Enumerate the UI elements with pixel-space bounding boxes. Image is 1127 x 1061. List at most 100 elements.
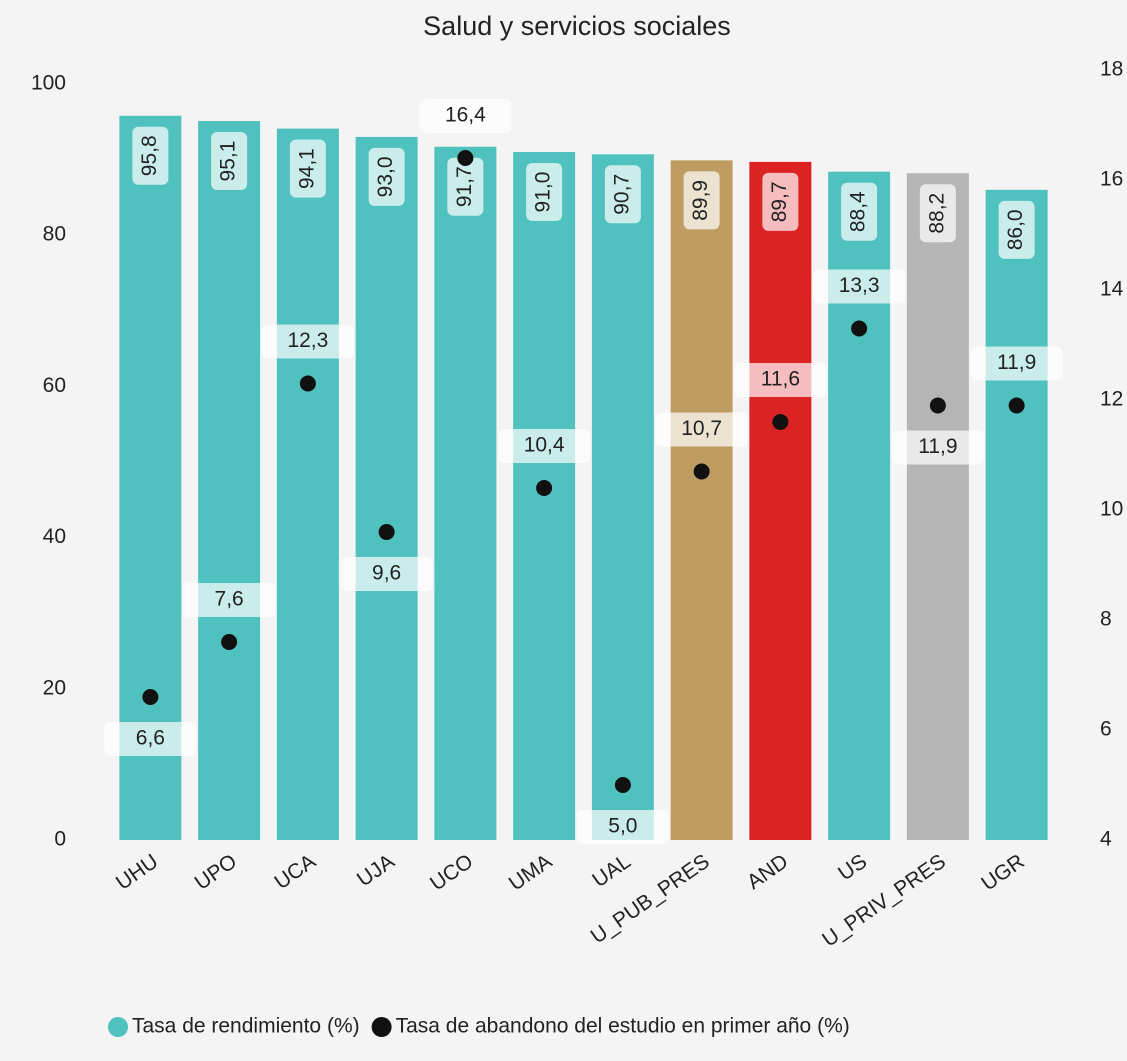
bar-value-label: 93,0 bbox=[374, 156, 397, 197]
dot-value-label: 16,4 bbox=[445, 104, 486, 127]
dot bbox=[772, 414, 789, 430]
legend-marker bbox=[108, 1017, 128, 1037]
x-tick: UAL bbox=[588, 850, 635, 892]
dot-label-box bbox=[340, 557, 433, 591]
bar bbox=[198, 121, 261, 840]
dot bbox=[536, 480, 553, 496]
dot bbox=[929, 397, 946, 414]
dot-value-label: 12,3 bbox=[287, 329, 328, 352]
bar-value-label: 90,7 bbox=[610, 174, 633, 215]
dot-value-label: 10,7 bbox=[681, 417, 722, 440]
bar-label-box bbox=[289, 139, 326, 198]
bar-value-label: 94,1 bbox=[295, 148, 318, 189]
x-tick: UJA bbox=[353, 850, 399, 892]
dot bbox=[614, 777, 631, 793]
bar bbox=[985, 189, 1048, 841]
legend-label: Tasa de rendimiento (%) bbox=[132, 1015, 360, 1038]
bar-label-box bbox=[683, 171, 720, 230]
bar-value-label: 95,8 bbox=[138, 135, 161, 176]
bar-label-box bbox=[604, 165, 641, 224]
x-tick: US bbox=[834, 850, 871, 886]
dot-value-label: 10,4 bbox=[524, 434, 565, 457]
bar-label-box bbox=[998, 200, 1035, 259]
bar-value-label: 91,7 bbox=[453, 166, 476, 207]
dot bbox=[851, 320, 868, 337]
y-tick-label: 0 bbox=[54, 828, 66, 851]
bar-label-box bbox=[841, 182, 878, 241]
y-tick-label: 80 bbox=[43, 223, 66, 246]
x-tick-label: UMA bbox=[505, 850, 556, 896]
legend-marker bbox=[371, 1017, 392, 1037]
bar-label-box bbox=[919, 184, 956, 243]
bar bbox=[276, 128, 339, 840]
x-tick: AND bbox=[743, 850, 793, 894]
legend-label: Tasa de abandono del estudio en primer a… bbox=[396, 1015, 850, 1038]
x-tick: UPO bbox=[191, 850, 241, 895]
dot-label-box bbox=[970, 346, 1063, 381]
dot bbox=[457, 150, 474, 166]
y-tick-label: 40 bbox=[43, 525, 66, 548]
x-tick-label: AND bbox=[743, 850, 793, 894]
bar bbox=[591, 154, 654, 841]
dot-label-box bbox=[261, 324, 354, 359]
y2-tick-label: 16 bbox=[1100, 168, 1123, 191]
bar-label-box bbox=[762, 172, 799, 231]
dot bbox=[378, 524, 395, 540]
bar-label-box bbox=[368, 147, 405, 206]
x-tick: UHU bbox=[112, 850, 162, 895]
x-tick: UCA bbox=[270, 850, 320, 894]
dot-label-box bbox=[891, 430, 984, 465]
dot-label-box bbox=[813, 269, 906, 304]
x-tick: UCO bbox=[426, 850, 477, 896]
x-tick-label: UPO bbox=[191, 850, 241, 895]
dot-label-box bbox=[576, 810, 669, 844]
bar bbox=[434, 146, 497, 841]
y2-tick-label: 10 bbox=[1100, 498, 1123, 521]
bar bbox=[355, 136, 418, 841]
bar-value-label: 88,4 bbox=[847, 191, 870, 232]
bar bbox=[906, 173, 969, 840]
bar-label-box bbox=[211, 132, 248, 191]
bar-value-label: 95,1 bbox=[217, 141, 240, 182]
x-tick-label: UAL bbox=[588, 850, 635, 892]
dot-label-box bbox=[498, 429, 591, 463]
x-tick-label: UCO bbox=[426, 850, 477, 896]
dot bbox=[221, 634, 238, 650]
y2-tick-label: 8 bbox=[1100, 608, 1112, 631]
y-tick-label: 60 bbox=[43, 374, 66, 397]
bar-value-label: 91,0 bbox=[532, 172, 555, 213]
y2-tick-label: 14 bbox=[1100, 278, 1124, 301]
legend: Tasa de rendimiento (%) Tasa de abandono … bbox=[108, 1015, 850, 1038]
y-tick-label: 100 bbox=[31, 72, 66, 95]
x-tick-label: UHU bbox=[112, 850, 162, 895]
y-tick-label: 20 bbox=[43, 676, 66, 699]
dot-value-label: 11,9 bbox=[918, 435, 957, 458]
bar-value-label: 88,2 bbox=[925, 193, 948, 234]
bar bbox=[513, 152, 576, 841]
dot-value-label: 6,6 bbox=[136, 727, 165, 750]
x-tick-label: UJA bbox=[353, 850, 399, 892]
dot-label-box bbox=[183, 583, 276, 617]
dot bbox=[1008, 397, 1025, 414]
bar-label-box bbox=[132, 126, 169, 185]
bar-value-label: 89,7 bbox=[768, 181, 791, 222]
bar-value-label: 86,0 bbox=[1004, 209, 1027, 250]
x-tick: UMA bbox=[505, 850, 556, 896]
dot-value-label: 11,9 bbox=[997, 351, 1036, 374]
bar bbox=[749, 161, 812, 841]
y2-tick-label: 12 bbox=[1100, 388, 1123, 411]
dot-label-box bbox=[655, 412, 748, 447]
y2-tick-label: 18 bbox=[1100, 58, 1123, 81]
x-tick-label: UGR bbox=[977, 850, 1028, 896]
x-tick-label: UCA bbox=[270, 850, 320, 894]
bar-label-box bbox=[526, 163, 563, 222]
dot-label-box bbox=[104, 722, 197, 756]
dot-value-label: 7,6 bbox=[215, 588, 244, 611]
dot-value-label: 11,6 bbox=[761, 368, 800, 391]
dot-value-label: 13,3 bbox=[839, 274, 880, 297]
dot bbox=[299, 375, 316, 392]
bar bbox=[119, 115, 182, 840]
x-tick: UGR bbox=[977, 850, 1028, 896]
bar bbox=[670, 160, 733, 840]
